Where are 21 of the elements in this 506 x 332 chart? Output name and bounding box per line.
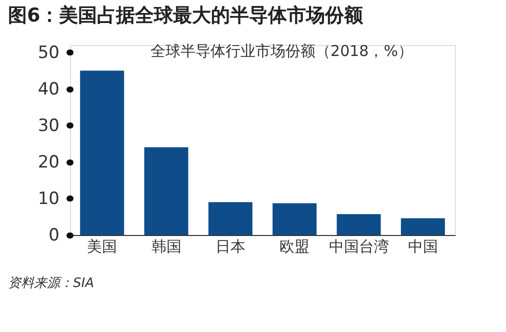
x-tick-label: 日本 xyxy=(215,238,246,256)
y-tick-label: 30 xyxy=(38,116,60,136)
x-tick-label: 欧盟 xyxy=(280,238,310,256)
bar xyxy=(400,218,445,235)
x-tick-label: 中国 xyxy=(408,238,438,256)
chart-title: 图6：美国占据全球最大的半导体市场份额 xyxy=(8,4,364,26)
bar xyxy=(144,147,188,235)
x-tick-label: 韩国 xyxy=(151,238,182,256)
x-tick-label: 中国台湾 xyxy=(328,238,389,256)
y-tick-label: 20 xyxy=(38,152,60,172)
chart-subtitle: 全球半导体行业市场份额（2018，%） xyxy=(150,42,413,60)
y-tick-label: 0 xyxy=(48,226,60,246)
bar xyxy=(80,70,124,235)
bar xyxy=(336,214,381,235)
text: 资料来源：SIA xyxy=(8,276,94,291)
y-tick-label: 40 xyxy=(38,79,60,100)
y-tick-label: 10 xyxy=(38,188,60,209)
x-tick-label: 美国 xyxy=(87,238,118,256)
bar xyxy=(272,203,317,235)
bar xyxy=(208,202,252,235)
y-tick-label: 50 xyxy=(38,42,60,63)
